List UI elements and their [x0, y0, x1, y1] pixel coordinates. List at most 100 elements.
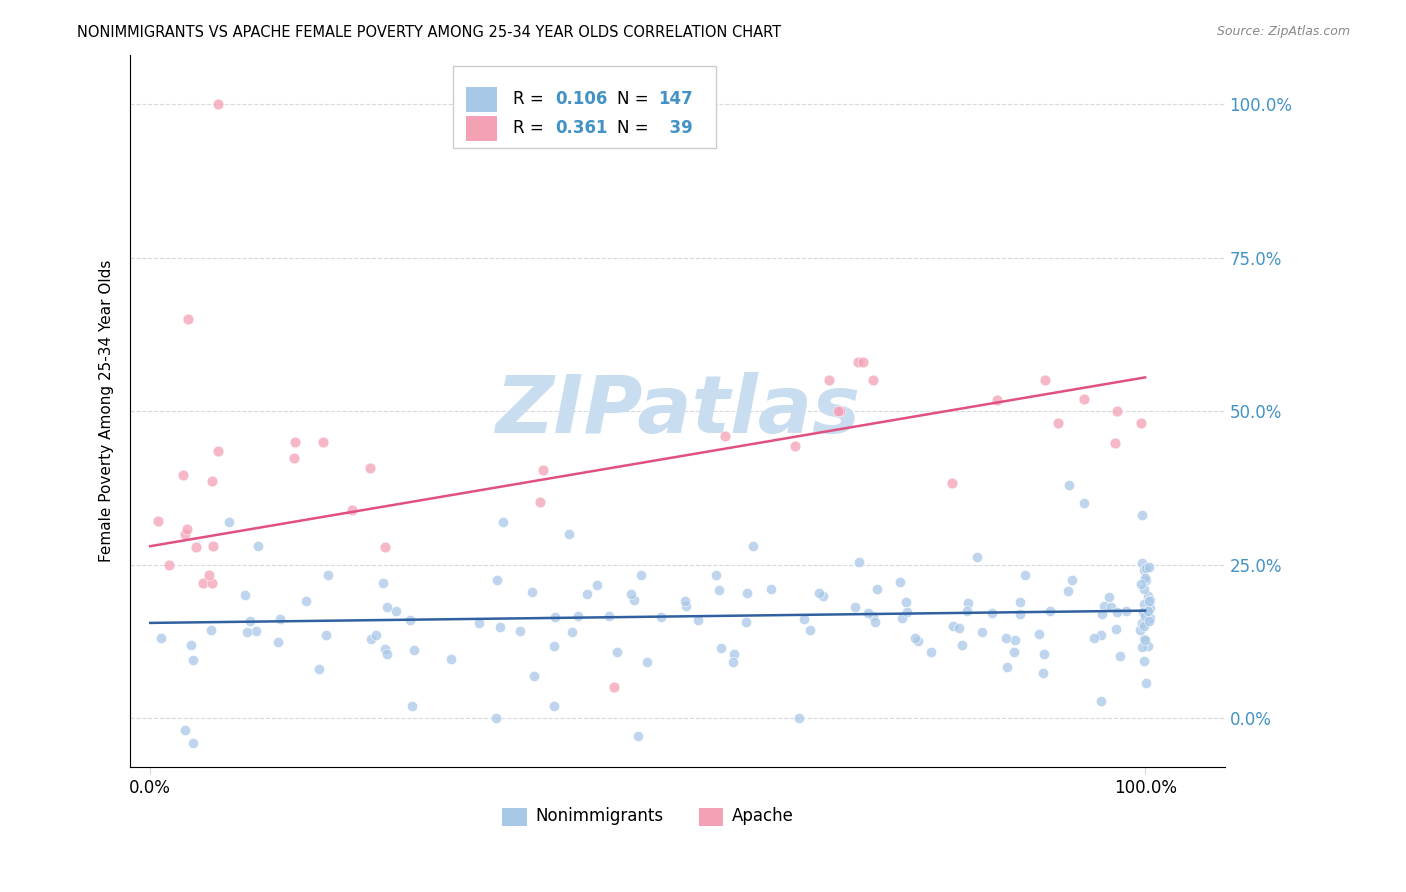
Point	[1137, 615, 1160, 629]
Point	[523, 669, 546, 683]
Point	[1129, 623, 1152, 637]
Point	[818, 374, 841, 388]
Point	[1008, 607, 1031, 621]
Point	[686, 613, 709, 627]
Point	[1130, 616, 1153, 631]
Point	[385, 603, 408, 617]
Point	[401, 698, 423, 713]
Point	[247, 539, 270, 553]
Point	[673, 594, 696, 608]
Point	[236, 625, 259, 640]
Point	[942, 618, 965, 632]
Point	[1032, 665, 1054, 680]
Text: ZIPatlas: ZIPatlas	[495, 372, 860, 450]
Point	[1130, 556, 1153, 570]
Point	[710, 640, 733, 655]
Point	[1137, 560, 1160, 574]
Point	[509, 624, 531, 638]
Point	[1133, 654, 1156, 668]
Point	[1132, 606, 1154, 620]
Text: 0.361: 0.361	[555, 119, 607, 136]
Point	[675, 599, 697, 613]
Point	[707, 583, 730, 598]
Point	[295, 593, 318, 607]
Point	[1132, 582, 1154, 597]
Point	[866, 582, 889, 597]
Point	[202, 539, 225, 553]
Point	[848, 355, 870, 369]
Point	[173, 527, 195, 541]
Point	[529, 495, 551, 509]
Point	[848, 555, 870, 569]
Point	[920, 645, 942, 659]
Point	[1129, 417, 1152, 431]
Text: R =: R =	[513, 119, 550, 136]
Point	[567, 609, 589, 624]
Point	[1073, 392, 1095, 406]
Point	[606, 644, 628, 658]
Point	[1132, 640, 1154, 655]
Point	[149, 632, 172, 646]
Point	[1130, 508, 1153, 523]
Point	[904, 631, 927, 645]
Point	[1115, 604, 1137, 618]
Point	[359, 460, 381, 475]
Text: N =: N =	[617, 90, 654, 108]
Point	[1107, 606, 1129, 620]
Point	[308, 663, 330, 677]
Point	[1107, 404, 1129, 418]
Bar	[502, 808, 526, 825]
Point	[492, 515, 515, 529]
Point	[1033, 647, 1056, 661]
Point	[1135, 608, 1157, 623]
Text: Source: ZipAtlas.com: Source: ZipAtlas.com	[1216, 25, 1350, 38]
Point	[267, 635, 290, 649]
Point	[1062, 574, 1084, 588]
Bar	[467, 87, 496, 112]
Point	[1133, 633, 1156, 648]
Text: NONIMMIGRANTS VS APACHE FEMALE POVERTY AMONG 25-34 YEAR OLDS CORRELATION CHART: NONIMMIGRANTS VS APACHE FEMALE POVERTY A…	[77, 25, 782, 40]
Point	[862, 374, 884, 388]
Point	[373, 576, 395, 591]
Point	[173, 723, 195, 738]
Bar	[699, 808, 724, 825]
Point	[172, 468, 194, 483]
Point	[561, 624, 583, 639]
Point	[1090, 628, 1112, 642]
Point	[146, 514, 169, 528]
Point	[543, 698, 565, 713]
Point	[723, 647, 745, 661]
Point	[1137, 639, 1160, 653]
Point	[970, 624, 993, 639]
Point	[1129, 577, 1152, 591]
Point	[402, 643, 425, 657]
Point	[799, 624, 821, 638]
Point	[1135, 574, 1157, 588]
Point	[269, 612, 291, 626]
Text: 0.106: 0.106	[555, 90, 607, 108]
Point	[543, 639, 565, 653]
Point	[485, 711, 508, 725]
Point	[981, 606, 1004, 620]
Point	[793, 612, 815, 626]
Point	[986, 393, 1008, 408]
Point	[704, 568, 727, 582]
Point	[1136, 604, 1159, 618]
Point	[1137, 590, 1160, 604]
Point	[183, 653, 205, 667]
Point	[201, 576, 224, 591]
Point	[366, 628, 388, 642]
Point	[1132, 597, 1154, 611]
Point	[180, 638, 202, 652]
Point	[245, 624, 267, 638]
FancyBboxPatch shape	[453, 66, 716, 148]
Text: Nonimmigrants: Nonimmigrants	[536, 806, 664, 824]
Point	[374, 642, 396, 657]
Point	[1057, 478, 1080, 492]
Point	[907, 633, 929, 648]
Point	[1133, 619, 1156, 633]
Point	[742, 539, 765, 553]
Point	[1132, 563, 1154, 577]
Point	[157, 558, 180, 572]
Point	[468, 615, 491, 630]
